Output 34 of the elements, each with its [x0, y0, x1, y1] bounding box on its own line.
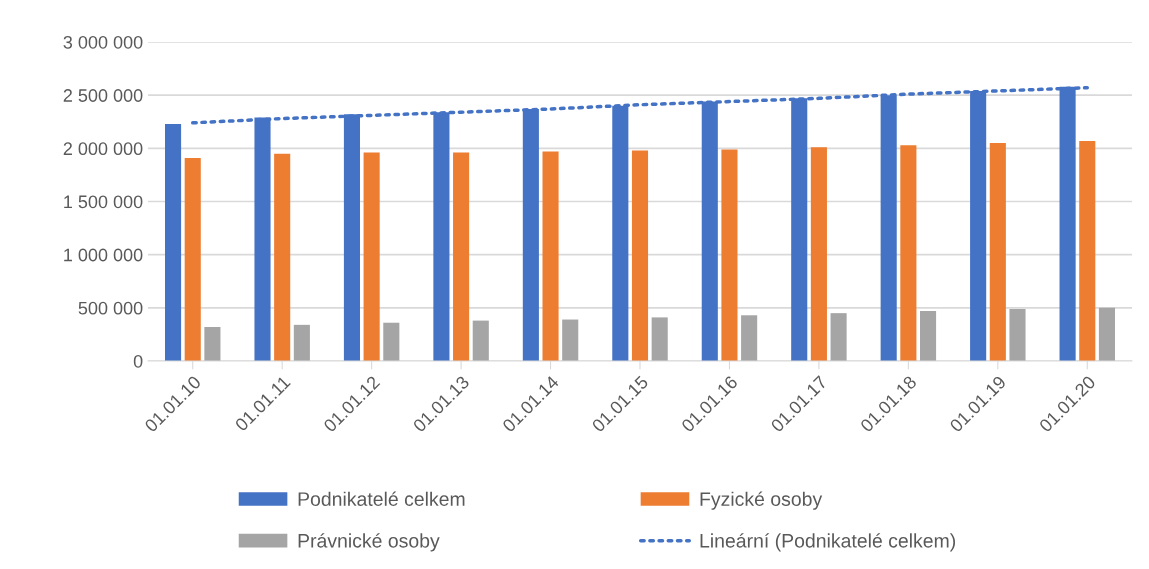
- bar: [542, 151, 559, 361]
- legend-label: Fyzické osoby: [700, 491, 823, 510]
- bar: [274, 153, 291, 361]
- y-tick-label: 500 000: [78, 301, 143, 315]
- bar: [562, 319, 579, 361]
- bar: [721, 149, 738, 361]
- bar: [363, 152, 380, 361]
- bar: [1009, 308, 1026, 361]
- bar: [900, 145, 917, 361]
- y-tick-label: 2 000 000: [63, 142, 143, 156]
- bar: [293, 324, 310, 361]
- bar: [204, 326, 221, 361]
- bar: [472, 320, 489, 361]
- bar: [1098, 307, 1115, 361]
- bar: [919, 311, 937, 361]
- bar: [184, 157, 201, 361]
- y-tick-label: 1 500 000: [64, 195, 143, 209]
- bar: [453, 152, 470, 361]
- bar: [165, 123, 182, 361]
- legend-label: Podnikatelé celkem: [298, 491, 465, 506]
- y-tick-label: 0: [133, 354, 143, 368]
- legend-label: Lineární (Podnikatelé celkem): [700, 533, 956, 552]
- bar: [989, 143, 1006, 361]
- y-tick-label: 3 000 000: [63, 35, 143, 49]
- bar: [830, 313, 847, 361]
- y-tick-label: 1 000 000: [64, 248, 143, 262]
- bar: [651, 317, 668, 361]
- bar: [741, 315, 758, 361]
- bar: [383, 322, 400, 361]
- y-tick-label: 2 500 000: [63, 89, 143, 102]
- bar: [1079, 140, 1096, 361]
- legend-label: Právnické osoby: [298, 533, 440, 552]
- bar: [810, 147, 827, 361]
- bar: [631, 150, 649, 361]
